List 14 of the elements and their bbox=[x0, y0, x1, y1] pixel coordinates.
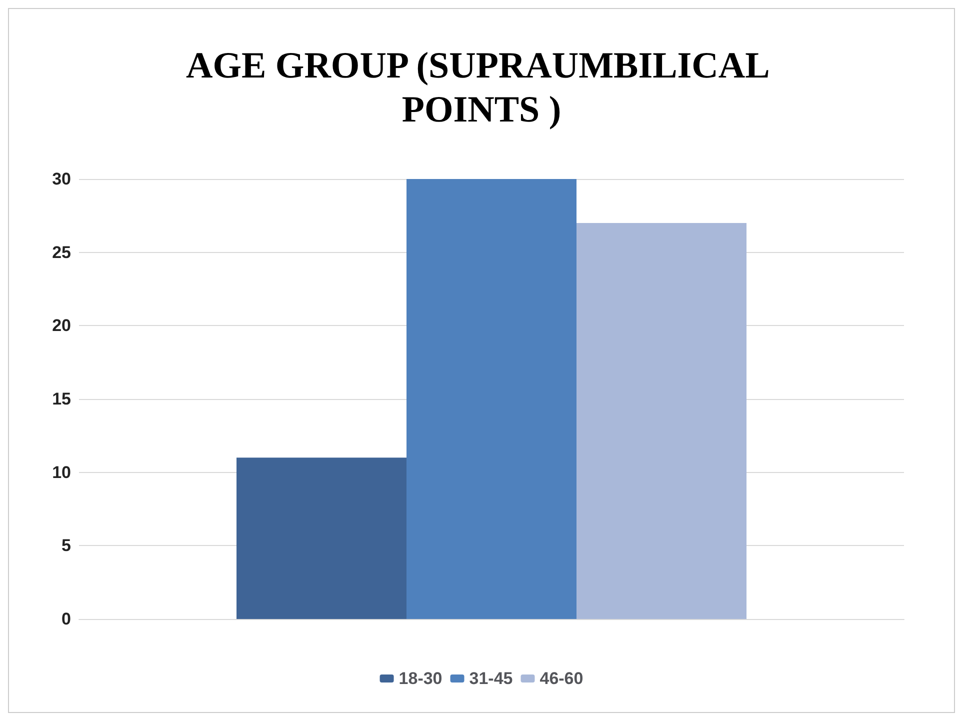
bar bbox=[576, 223, 746, 619]
y-tick-label: 5 bbox=[62, 536, 71, 556]
bar bbox=[236, 458, 406, 619]
y-tick-label: 15 bbox=[52, 390, 71, 408]
y-tick-label: 0 bbox=[62, 610, 71, 628]
bar bbox=[406, 179, 576, 619]
legend-label: 18-30 bbox=[398, 669, 442, 688]
y-tick-label: 30 bbox=[52, 170, 71, 188]
chart-title: AGE GROUP (SUPRAUMBILICAL POINTS ) bbox=[186, 46, 778, 130]
y-tick-label: 20 bbox=[52, 316, 71, 336]
legend-label: 46-60 bbox=[540, 669, 584, 688]
y-tick-label: 10 bbox=[52, 462, 71, 482]
y-tick-label: 25 bbox=[52, 242, 71, 262]
legend-label: 31-45 bbox=[469, 669, 513, 688]
